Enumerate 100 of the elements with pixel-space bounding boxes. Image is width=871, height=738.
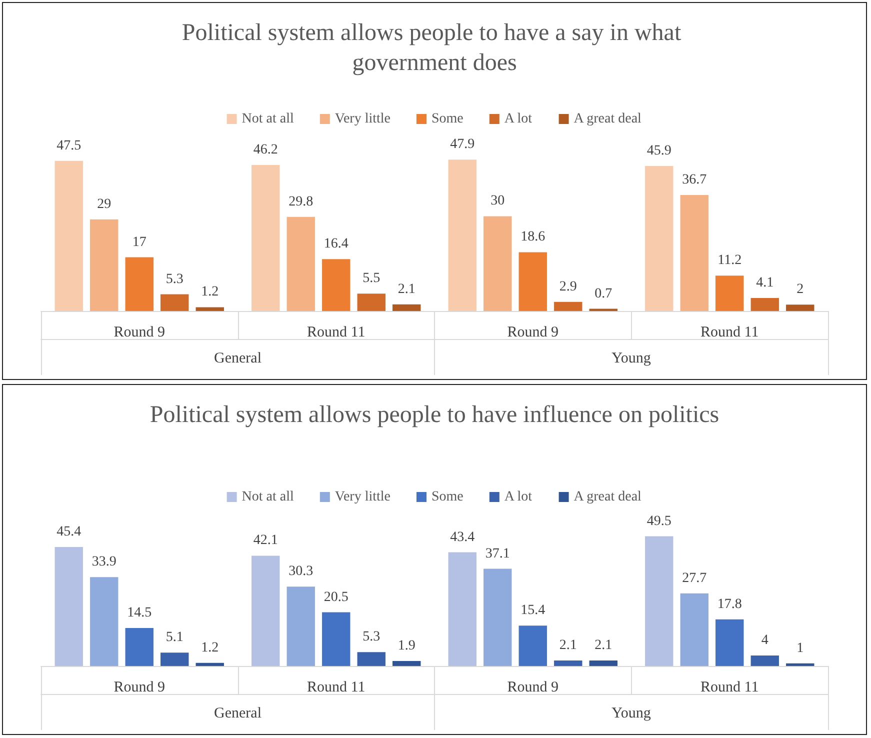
data-label: 2.1	[594, 638, 612, 653]
legend-label: Some	[432, 490, 464, 504]
data-label: 4.1	[756, 276, 774, 291]
bar	[322, 259, 350, 311]
bar	[286, 216, 315, 311]
bar	[680, 593, 708, 666]
data-label: 17	[132, 234, 146, 250]
x-tick-label: Round 9	[507, 324, 559, 340]
bar	[750, 298, 779, 311]
data-label: 2	[796, 282, 804, 298]
data-label: 33.9	[92, 554, 116, 570]
bar	[357, 294, 386, 311]
bar	[554, 302, 582, 311]
bar	[90, 219, 118, 311]
chart-title: Political system allows people to have influence on politics	[150, 402, 720, 428]
x-tick-label: Round 11	[700, 324, 759, 340]
bar	[160, 294, 189, 311]
data-label: 16.4	[324, 236, 348, 252]
data-label: 5.3	[362, 630, 380, 645]
data-label: 5.5	[362, 271, 380, 286]
bar	[645, 166, 674, 311]
data-label: 18.6	[520, 230, 546, 245]
legend-label: A lot	[504, 490, 532, 504]
legend-label: A lot	[504, 112, 532, 126]
chart-title: Political system allows people to have a say in what government does	[182, 20, 688, 76]
data-label: 27.7	[682, 570, 707, 586]
x-tick-label: Round 11	[700, 680, 759, 696]
bar	[54, 160, 83, 311]
bar	[518, 252, 547, 311]
data-label: 5.1	[166, 630, 184, 646]
bar	[484, 216, 512, 311]
legend-label: Not at all	[242, 112, 294, 126]
bar	[196, 307, 224, 311]
data-label: 4	[761, 633, 768, 648]
x-tick-label: Round 9	[114, 324, 166, 340]
x-tick-label: Round 9	[114, 680, 166, 696]
bar	[125, 257, 154, 311]
bar	[589, 660, 618, 666]
bar	[90, 577, 118, 666]
data-label: 46.2	[253, 142, 278, 158]
data-label: 5.3	[166, 272, 184, 287]
data-label: 36.7	[682, 172, 707, 188]
data-label: 14.5	[127, 606, 152, 621]
bar	[484, 568, 512, 666]
text: Young	[612, 706, 652, 722]
data-label: 1.2	[201, 284, 219, 300]
data-label: 45.4	[56, 524, 82, 540]
bar	[518, 626, 547, 666]
bar	[716, 619, 744, 666]
data-label: 2.1	[398, 282, 416, 297]
bar	[252, 165, 280, 311]
x-tick-label: Round 11	[307, 680, 366, 696]
bar	[286, 586, 315, 666]
bar	[716, 276, 744, 311]
bar	[160, 652, 189, 666]
bar	[392, 304, 421, 311]
bar	[252, 556, 280, 666]
data-label: 15.4	[520, 603, 546, 618]
data-label: 1.9	[398, 638, 416, 654]
data-label: 2.1	[559, 638, 577, 653]
bar	[125, 628, 154, 666]
data-label: 47.9	[450, 137, 475, 152]
bar	[322, 612, 350, 666]
bar	[392, 661, 421, 666]
bar	[196, 662, 224, 666]
data-label: 0.7	[594, 286, 612, 302]
bar	[357, 652, 386, 666]
text: General	[214, 350, 262, 366]
text: Young	[612, 350, 652, 366]
text: General	[214, 706, 262, 722]
data-label: 45.9	[646, 143, 672, 158]
legend-label: Very little	[334, 490, 391, 504]
data-label: 1	[796, 640, 804, 656]
legend-label: A great deal	[574, 112, 642, 126]
legend-label: Very little	[334, 112, 391, 126]
bar	[554, 660, 582, 666]
data-label: 47.5	[56, 138, 82, 154]
legend-label: Some	[432, 112, 464, 126]
bar	[645, 536, 674, 666]
data-label: 42.1	[253, 533, 278, 548]
legend-label: Not at all	[242, 490, 294, 504]
data-label: 37.1	[485, 546, 510, 562]
x-tick-label: Round 9	[507, 680, 559, 696]
bar	[750, 656, 779, 666]
bar	[786, 663, 814, 666]
data-label: 29.8	[288, 194, 314, 210]
data-label: 49.5	[646, 514, 672, 529]
bar	[680, 195, 708, 311]
x-tick-label: Round 11	[307, 324, 366, 340]
bar	[448, 552, 476, 666]
bar	[54, 547, 83, 666]
bar	[786, 304, 814, 311]
data-label: 30	[490, 194, 505, 209]
data-label: 20.5	[324, 590, 348, 605]
data-label: 11.2	[718, 253, 742, 268]
data-label: 29	[97, 196, 112, 212]
data-label: 43.4	[450, 530, 475, 545]
data-label: 30.3	[288, 564, 314, 580]
legend-label: A great deal	[574, 490, 642, 504]
data-label: 2.9	[559, 279, 577, 294]
